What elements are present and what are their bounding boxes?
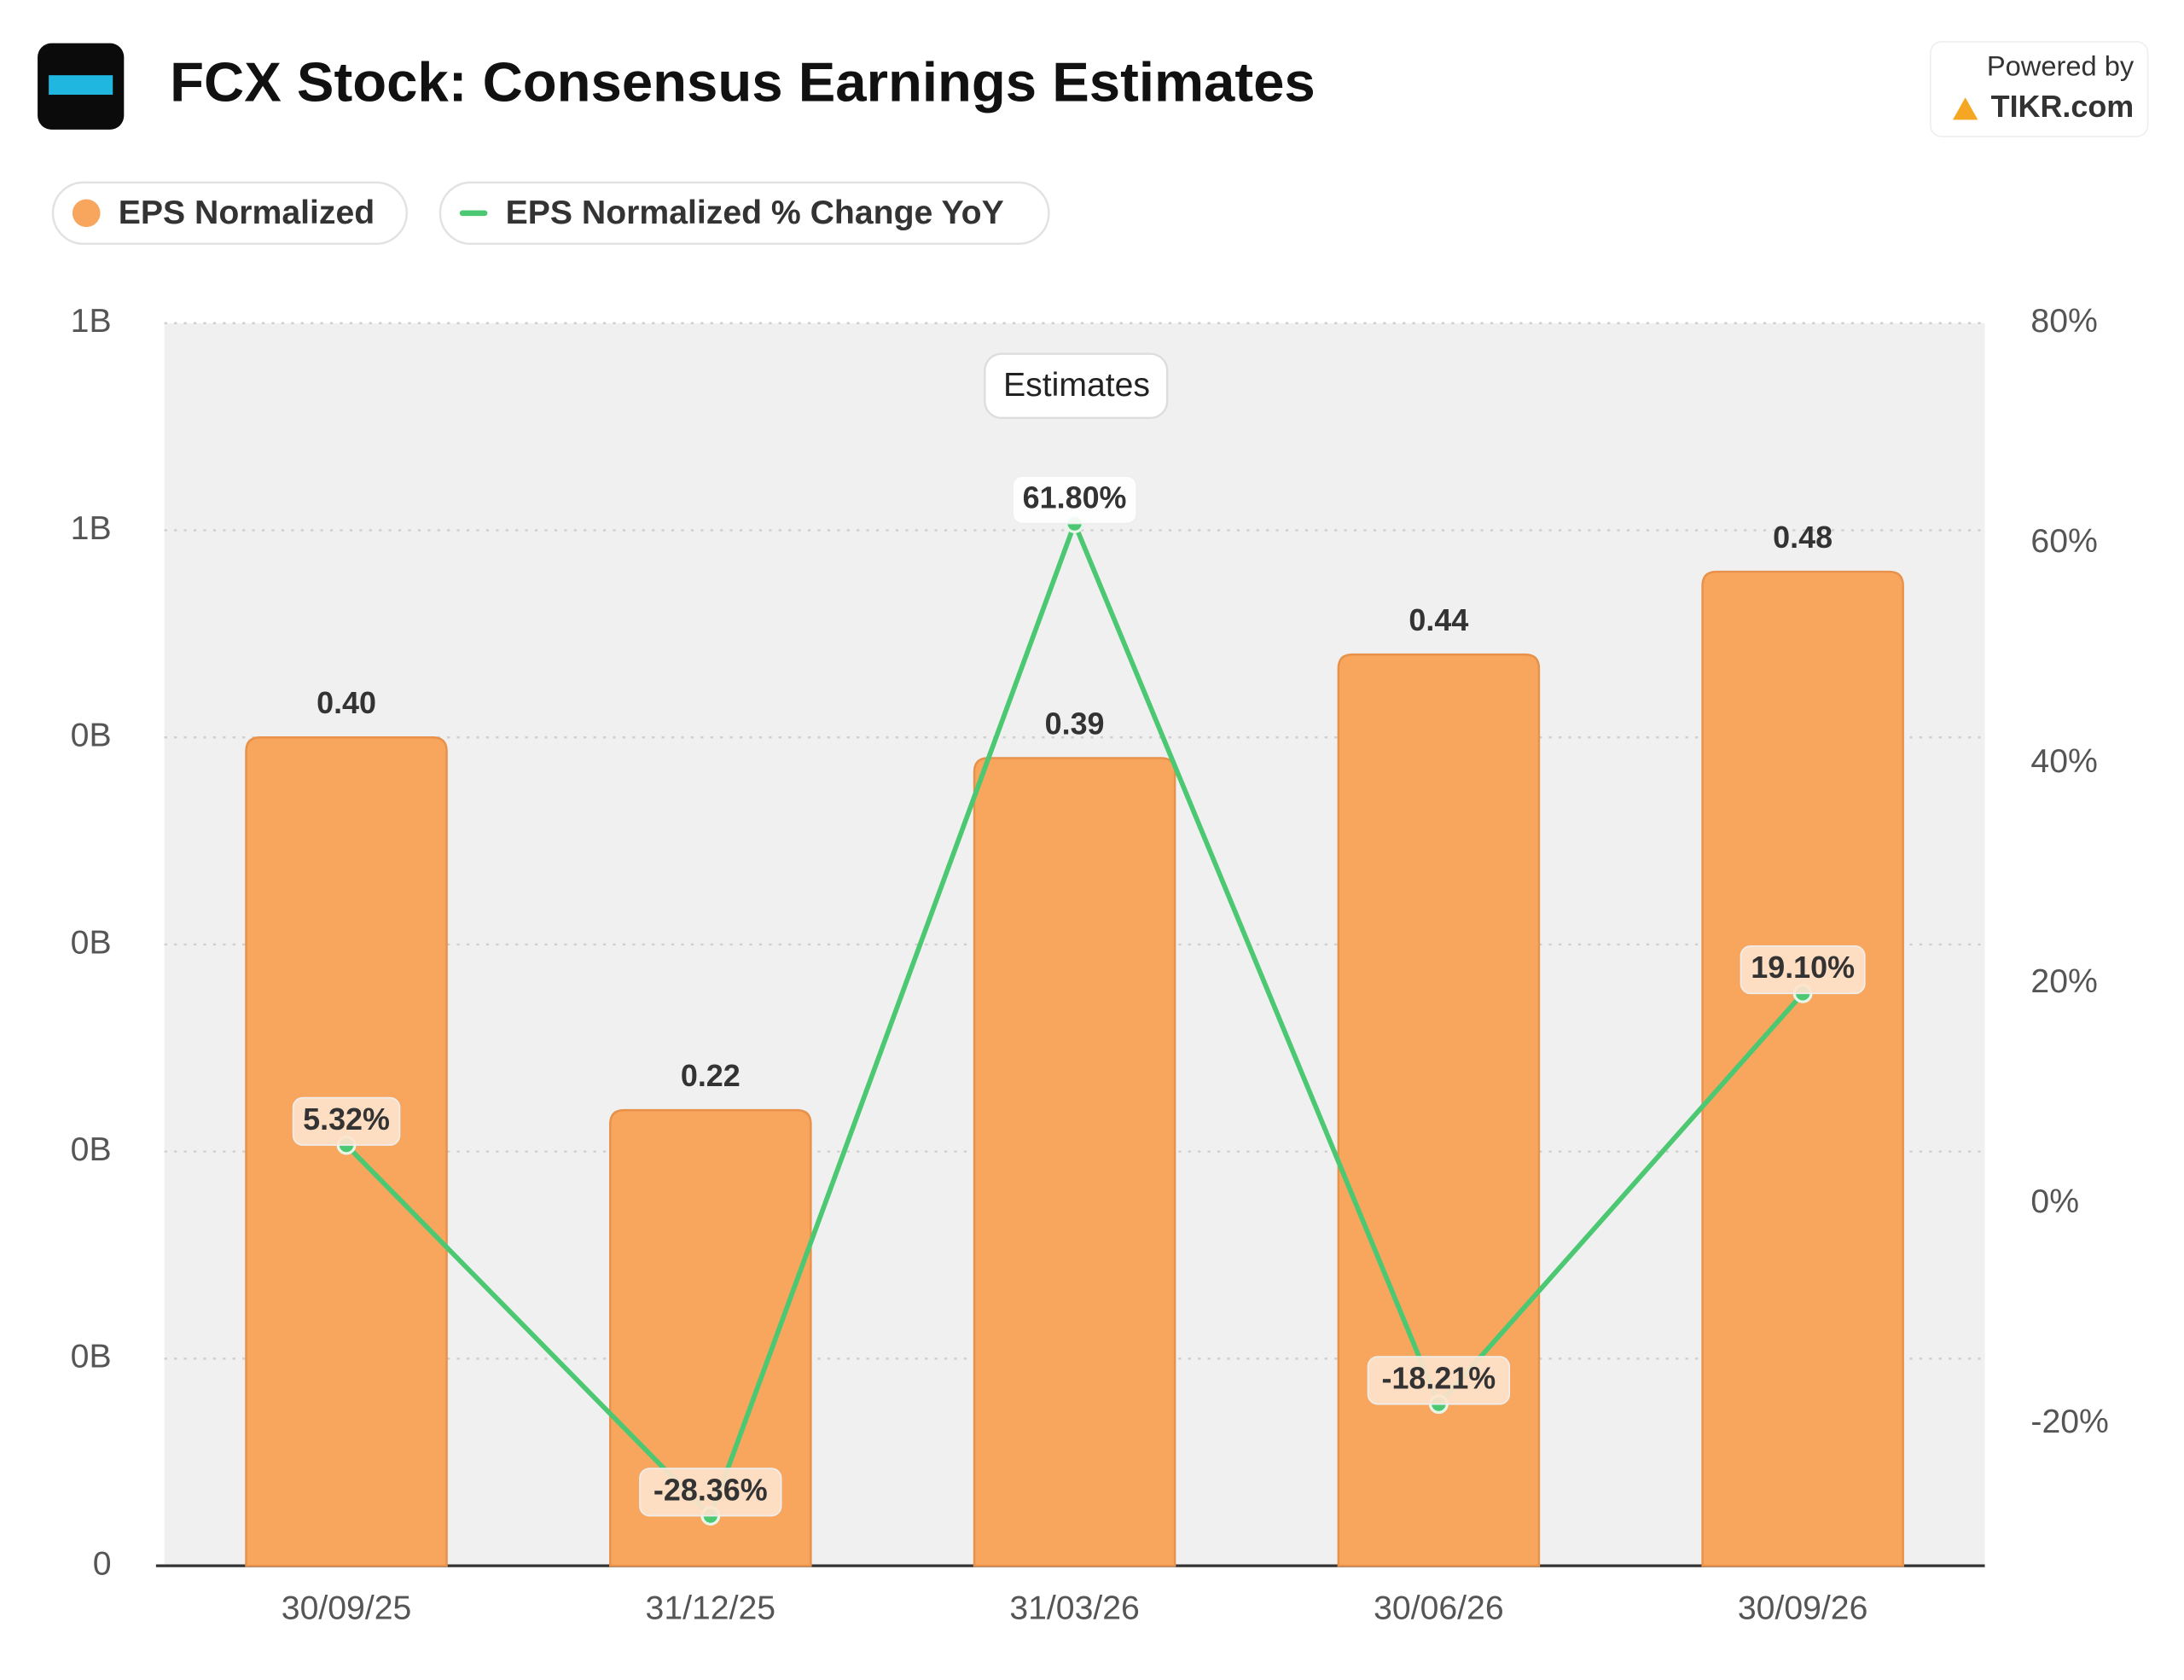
bar [973,757,1176,1567]
x-tick-label: 31/12/25 [646,1590,775,1627]
bar-value-label: 0.39 [1045,706,1105,741]
bar [1701,570,1904,1567]
y2-tick-label: 40% [2030,743,2097,780]
bar [1337,653,1541,1567]
x-tick-label: 31/03/26 [1009,1590,1139,1627]
y-tick-label: 0 [93,1545,112,1582]
bar-value-label: 0.48 [1773,520,1833,555]
line-value-label: -18.21% [1381,1360,1496,1395]
line-value-label: -28.36% [653,1472,768,1507]
y2-tick-label: -20% [2030,1404,2108,1440]
x-tick-label: 30/06/26 [1374,1590,1503,1627]
value-label-box [1367,1356,1511,1405]
y-tick-label: 0B [71,1339,112,1375]
y-tick-label: 1B [71,303,112,340]
line-value-label: 61.80% [1023,480,1127,514]
y2-tick-label: 80% [2030,303,2097,340]
brand-text: Powered by [1987,50,2135,82]
y2-tick-label: 20% [2030,963,2097,1000]
annotation-box [984,352,1169,420]
y-tick-label: 0B [71,718,112,754]
value-label-box [292,1096,401,1146]
line-value-label: 5.32% [303,1102,390,1136]
annotation: Estimates [1003,367,1150,404]
y-tick-label: 0B [71,1131,112,1168]
x-tick-label: 30/09/25 [282,1590,411,1627]
y2-tick-label: 60% [2030,523,2097,560]
chart-title: FCX Stock: Consensus Earnings Estimates [170,50,1316,113]
legend-label: EPS Normalized [119,195,375,231]
legend-swatch [72,199,101,228]
bar-value-label: 0.40 [317,685,376,720]
value-label-box [1012,475,1138,525]
legend-swatch [459,210,488,217]
brand-text: TIKR.com [1991,89,2135,124]
legend-pill [439,181,1050,245]
bar-value-label: 0.44 [1409,602,1468,637]
line-value-label: 19.10% [1751,950,1855,985]
value-label-box [639,1468,782,1517]
legend-pill [51,181,408,245]
bar [609,1108,812,1567]
x-tick-label: 30/09/26 [1738,1590,1867,1627]
legend-label: EPS Normalized % Change YoY [506,195,1004,231]
y-tick-label: 1B [71,510,112,547]
value-label-box [1740,945,1866,995]
y-tick-label: 0B [71,924,112,961]
logo-mark [49,75,113,96]
bar-value-label: 0.22 [681,1058,741,1093]
brand-icon [1952,97,1978,120]
legend: EPS Normalized EPS Normalized % Change Yo… [51,181,1050,245]
y2-tick-label: 0% [2030,1183,2079,1220]
brand-box [1930,41,2149,137]
